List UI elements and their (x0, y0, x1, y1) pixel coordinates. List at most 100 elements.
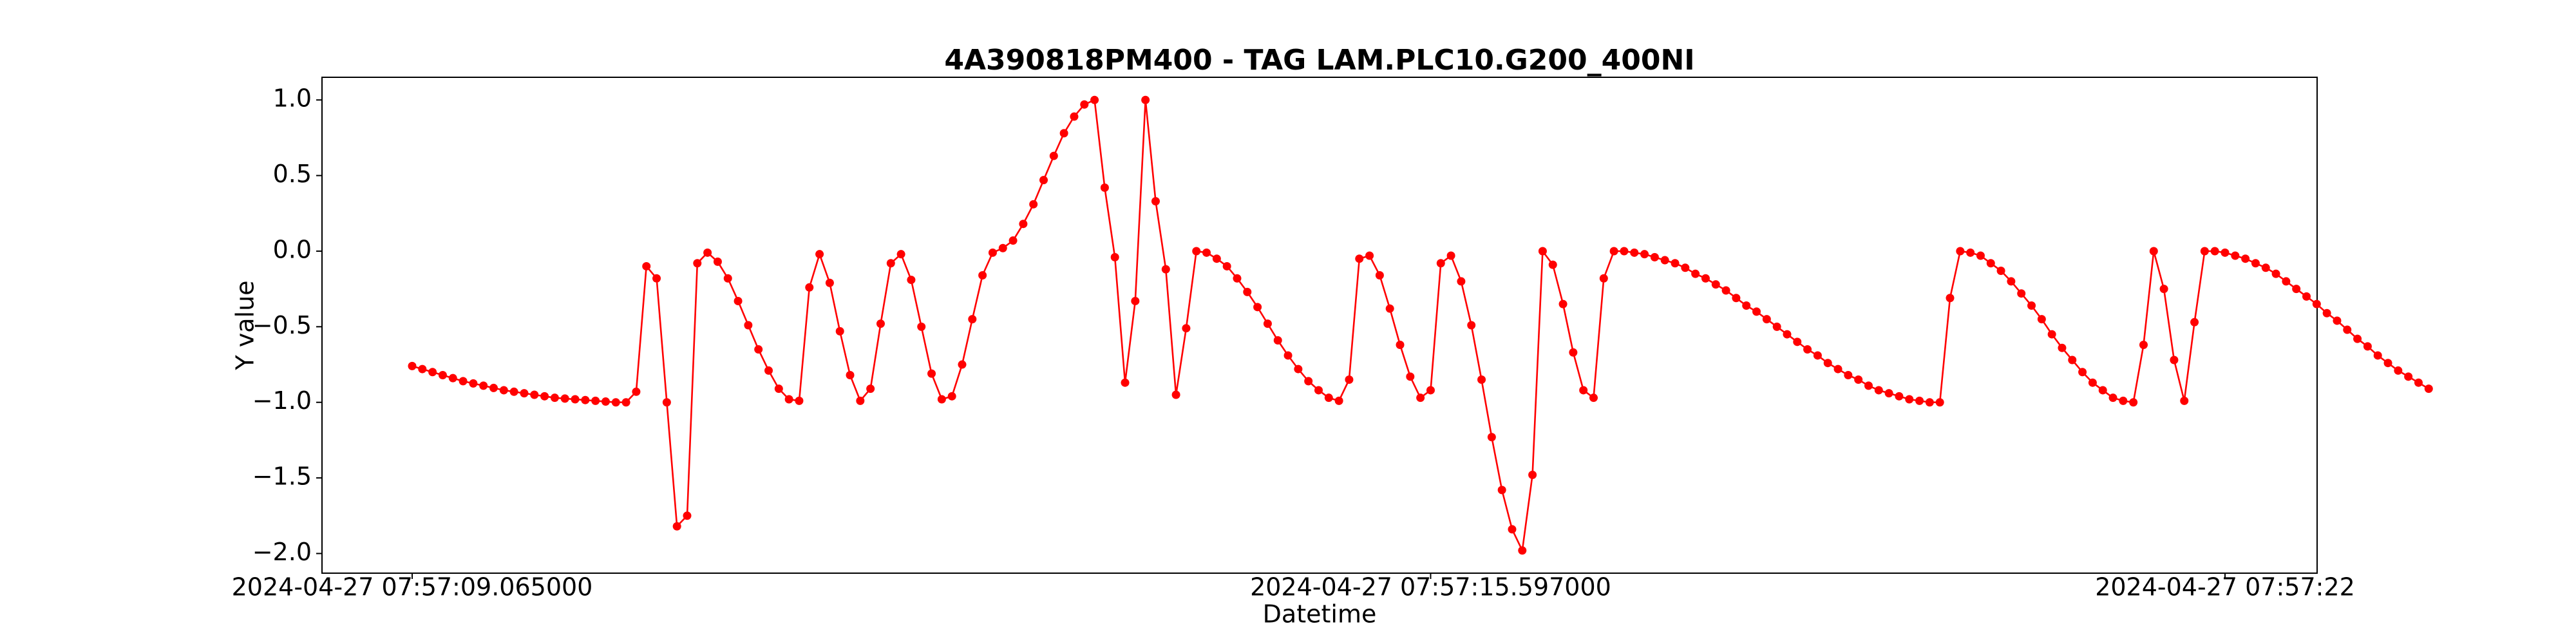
data-point (2404, 372, 2413, 381)
data-point (1671, 259, 1680, 268)
data-point (1895, 392, 1904, 401)
data-point (723, 274, 732, 283)
data-point (2282, 277, 2291, 286)
data-point (1803, 345, 1812, 354)
data-point (2058, 343, 2067, 352)
data-point (2333, 316, 2342, 325)
data-point (2414, 378, 2423, 387)
data-point (1833, 365, 1842, 374)
data-point (408, 361, 417, 370)
data-point (1711, 280, 1720, 289)
data-point (713, 257, 722, 266)
data-point (1100, 183, 1109, 192)
data-point (1589, 393, 1598, 402)
data-point (1171, 390, 1180, 399)
y-tick-label: 0.0 (273, 235, 312, 263)
data-point (896, 250, 905, 259)
data-point (1070, 112, 1079, 121)
data-point (2017, 289, 2026, 298)
data-point (1660, 256, 1669, 265)
data-point (1110, 252, 1119, 261)
data-point (815, 250, 824, 259)
data-point (1059, 129, 1068, 138)
data-point (1752, 307, 1761, 316)
data-point (1019, 220, 1028, 229)
data-point (459, 377, 468, 386)
data-point (632, 387, 641, 396)
data-point (1681, 263, 1690, 272)
data-point (1946, 294, 1955, 303)
data-point (1986, 259, 1995, 268)
data-point (2394, 366, 2403, 375)
data-point (1528, 470, 1537, 479)
data-point (1813, 351, 1822, 360)
data-point (652, 274, 661, 283)
data-point (1864, 381, 1873, 390)
data-point (774, 384, 783, 393)
data-point (2363, 342, 2372, 351)
data-point (520, 389, 529, 398)
data-point (2027, 301, 2036, 310)
data-point (1151, 197, 1160, 205)
data-point (1039, 176, 1048, 185)
data-point (1009, 236, 1018, 245)
data-point (1884, 389, 1893, 398)
data-point (866, 384, 875, 393)
data-point (1640, 250, 1649, 259)
data-point (560, 394, 569, 403)
x-axis-label: Datetime (1263, 600, 1377, 629)
data-point (509, 387, 518, 396)
y-tick-label: 1.0 (273, 84, 312, 113)
data-point (744, 321, 753, 330)
data-point (886, 259, 895, 268)
data-point (825, 278, 834, 287)
data-point (662, 398, 671, 407)
data-point (1691, 269, 1700, 278)
x-tick-label: 2024-04-27 07:57:22 (2095, 573, 2355, 601)
data-point (846, 370, 855, 379)
data-point (2200, 247, 2209, 256)
data-point (1090, 95, 1099, 104)
data-point (1029, 200, 1038, 209)
data-point (2251, 259, 2260, 268)
data-point (1915, 396, 1924, 405)
data-point (1721, 286, 1730, 295)
data-point (683, 511, 692, 520)
data-point (2292, 285, 2301, 294)
data-point (581, 395, 590, 404)
data-point (805, 283, 814, 292)
data-point (1222, 261, 1231, 270)
data-point (1925, 398, 1934, 407)
plot-frame (321, 77, 2318, 574)
data-point (1355, 254, 1364, 263)
data-point (1192, 247, 1201, 256)
y-axis-label: Y value (231, 280, 260, 370)
data-point (418, 365, 427, 374)
data-point (479, 381, 488, 390)
data-point (947, 392, 956, 401)
data-point (2312, 299, 2321, 308)
data-point (876, 319, 885, 328)
data-point (1253, 303, 1262, 312)
data-point (2343, 325, 2352, 334)
data-point (2037, 315, 2046, 324)
data-point (2190, 317, 2199, 327)
data-point (703, 248, 712, 257)
data-point (1772, 322, 1781, 331)
data-point (469, 379, 478, 388)
data-point (958, 360, 967, 369)
data-point (1508, 525, 1517, 534)
data-point (968, 315, 977, 324)
data-point (1324, 393, 1333, 402)
data-point (907, 276, 916, 285)
data-point (1793, 337, 1802, 346)
data-point (1365, 251, 1374, 260)
data-point (2383, 359, 2392, 368)
data-point (2159, 285, 2168, 294)
data-point (550, 393, 559, 402)
data-point (917, 322, 926, 331)
data-point (988, 248, 997, 257)
data-point (540, 392, 549, 401)
